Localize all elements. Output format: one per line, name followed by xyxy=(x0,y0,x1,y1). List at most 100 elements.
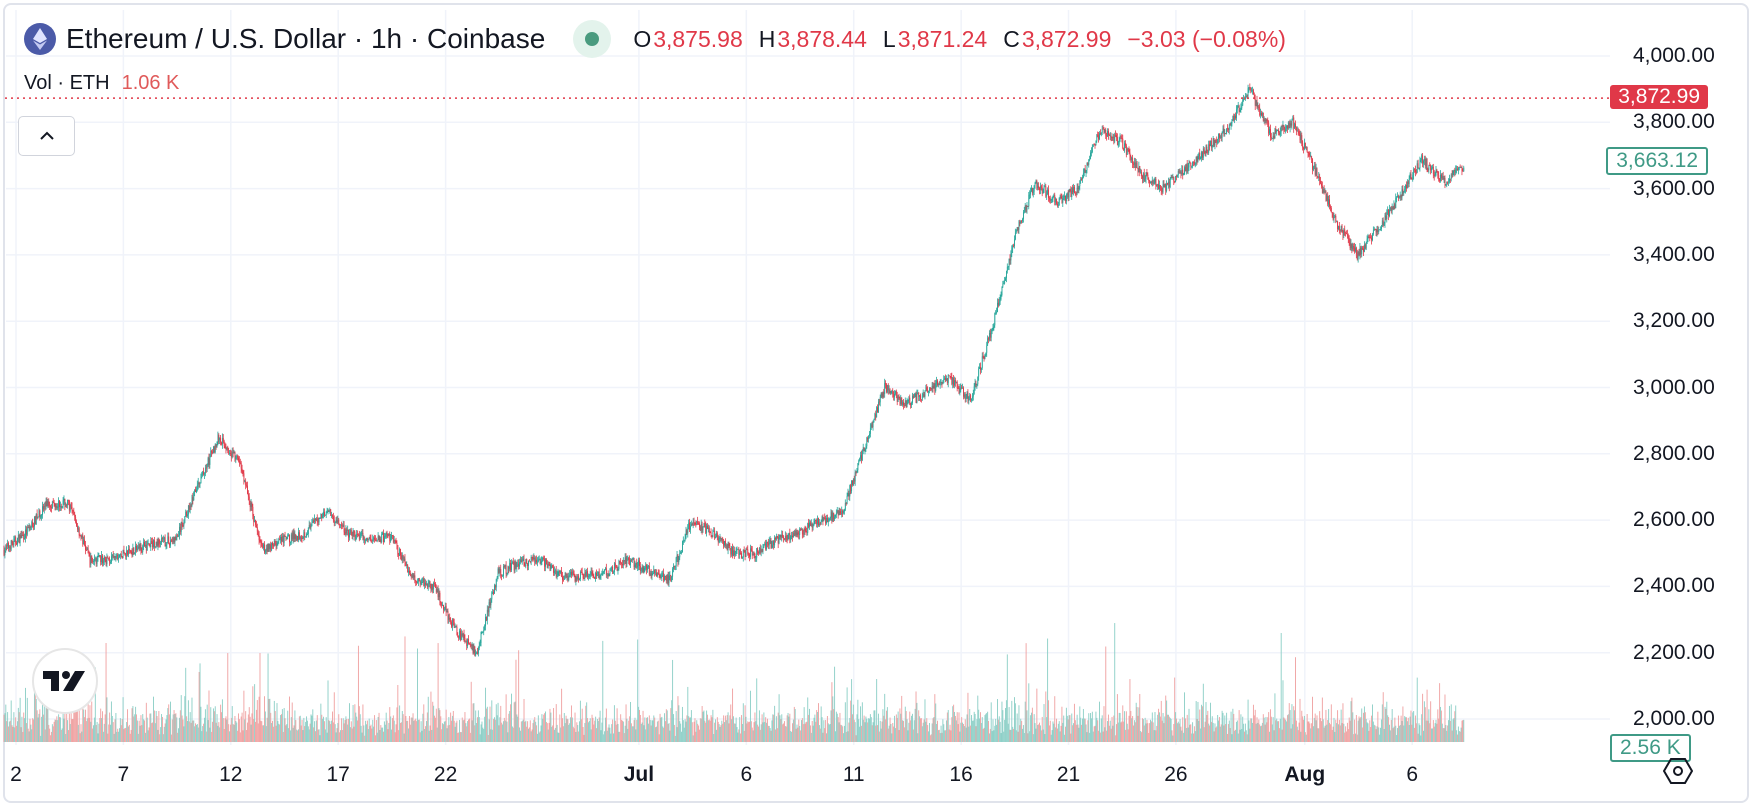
volume-bar xyxy=(746,723,748,742)
candle xyxy=(809,522,810,527)
volume-bar xyxy=(812,725,814,742)
volume-bar xyxy=(786,715,788,742)
price-tick: 2,400.00 xyxy=(1633,574,1715,598)
symbol-title[interactable]: Ethereum / U.S. Dollar · 1h · Coinbase xyxy=(66,23,546,54)
candle xyxy=(313,520,315,522)
candle xyxy=(849,485,851,497)
candle xyxy=(1440,174,1442,179)
candle xyxy=(479,642,481,646)
volume-bar xyxy=(1457,726,1459,742)
volume-bar xyxy=(772,714,774,742)
symbol-header[interactable]: Ethereum / U.S. Dollar · 1h · Coinbase O… xyxy=(24,20,1286,58)
candle xyxy=(1292,117,1294,120)
candle xyxy=(1459,167,1461,169)
volume-bar xyxy=(901,695,903,742)
candle xyxy=(687,525,689,534)
volume-bar xyxy=(858,719,860,742)
volume-bar xyxy=(312,709,314,742)
candle xyxy=(400,555,402,561)
candle xyxy=(450,618,452,623)
volume-bar xyxy=(753,722,755,742)
volume-bar xyxy=(387,729,389,742)
volume-bar xyxy=(473,703,475,742)
volume-bar xyxy=(665,709,667,742)
volume-bar xyxy=(84,709,86,742)
volume-bar xyxy=(1168,716,1170,742)
volume-bar xyxy=(394,732,396,742)
volume-bar xyxy=(728,723,730,742)
volume-bar xyxy=(695,731,697,742)
volume-bar xyxy=(477,717,478,742)
volume-bar xyxy=(314,721,316,742)
volume-bar xyxy=(1067,719,1069,742)
volume-bar xyxy=(340,718,342,742)
candle xyxy=(1261,112,1263,116)
candle xyxy=(315,518,317,521)
candle xyxy=(1420,159,1422,161)
volume-bar xyxy=(1256,717,1258,742)
candle xyxy=(590,571,592,573)
volume-bar xyxy=(1307,721,1309,742)
candle xyxy=(461,633,463,636)
volume-bar xyxy=(899,708,901,742)
settings-hexagon-icon[interactable] xyxy=(1663,757,1693,785)
volume-bar xyxy=(165,719,167,742)
candle xyxy=(162,538,163,539)
candle xyxy=(605,568,607,576)
volume-bar xyxy=(1077,724,1079,742)
candle xyxy=(1284,129,1286,132)
candle xyxy=(852,478,854,486)
volume-bar xyxy=(748,722,750,742)
volume-bar xyxy=(212,721,214,742)
candle xyxy=(707,525,708,529)
volume-bar xyxy=(563,712,565,742)
time-tick: Jul xyxy=(623,763,655,786)
volume-bar xyxy=(637,639,639,742)
candle xyxy=(685,530,687,539)
volume-bar xyxy=(1118,712,1120,742)
volume-bar xyxy=(501,722,503,742)
candle xyxy=(1239,109,1241,112)
volume-bar xyxy=(988,733,990,742)
candle xyxy=(1072,187,1074,193)
collapse-legend-button[interactable] xyxy=(18,116,75,156)
candle xyxy=(59,505,61,507)
candle xyxy=(437,588,439,598)
volume-legend[interactable]: Vol · ETH 1.06 K xyxy=(24,72,179,95)
candle xyxy=(112,555,114,558)
candle xyxy=(1344,229,1346,233)
volume-bar xyxy=(893,726,895,742)
candle xyxy=(1399,195,1401,198)
volume-bar xyxy=(1044,734,1046,742)
volume-bar xyxy=(1197,701,1199,742)
volume-bar xyxy=(479,734,481,742)
candle xyxy=(1317,176,1319,178)
candle xyxy=(1048,197,1050,199)
candle xyxy=(1095,140,1097,145)
volume-bar xyxy=(633,720,635,742)
volume-bar xyxy=(345,716,347,742)
volume-bar xyxy=(332,711,333,742)
tradingview-logo[interactable] xyxy=(32,648,98,714)
volume-bar xyxy=(1004,719,1006,742)
candle xyxy=(763,544,765,548)
market-open-dot-icon[interactable] xyxy=(573,20,612,58)
time-tick: Aug xyxy=(1284,763,1326,786)
candle xyxy=(385,533,387,537)
volume-bar xyxy=(930,734,932,742)
candle xyxy=(325,512,327,515)
volume-bar xyxy=(153,696,154,742)
candle xyxy=(594,577,596,579)
volume-bar xyxy=(1405,717,1407,742)
candle xyxy=(588,576,589,578)
candle xyxy=(1222,128,1224,133)
candle xyxy=(1163,184,1165,188)
volume-bar xyxy=(340,730,342,742)
volume-bar xyxy=(1027,733,1029,742)
candle xyxy=(407,564,409,573)
candle xyxy=(32,522,34,527)
volume-bar xyxy=(247,714,249,742)
candle xyxy=(953,377,955,386)
volume-bar xyxy=(997,699,998,742)
